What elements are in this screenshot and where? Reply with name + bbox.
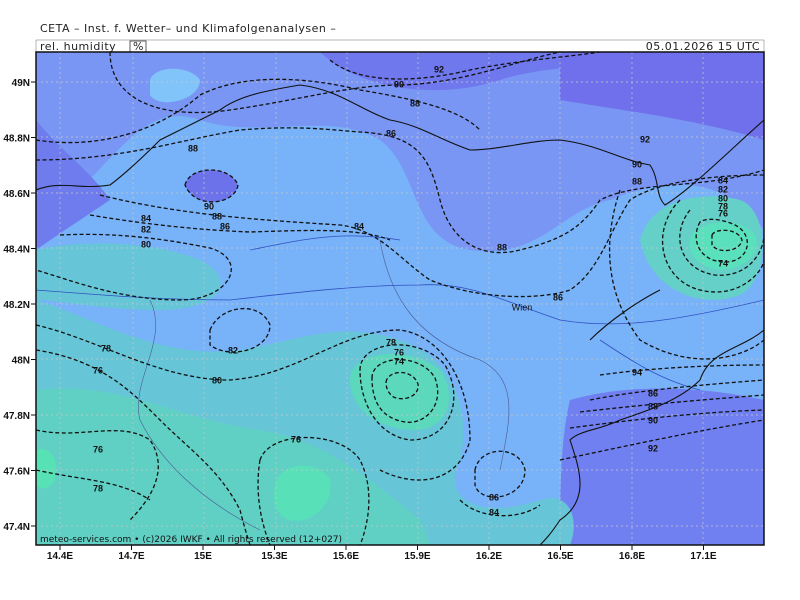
contour-label: 76: [394, 347, 404, 357]
contour-label: 88: [212, 211, 222, 221]
contour-label: 76: [93, 444, 103, 454]
contour-label: 90: [204, 201, 214, 211]
contour-label: 86: [220, 221, 230, 231]
map-frame: [35, 51, 765, 546]
place-label: Wien: [512, 302, 533, 312]
lon-label: 14.7E: [118, 551, 144, 562]
lat-label: 48.8N: [3, 134, 30, 145]
isohumes: [36, 52, 764, 545]
contour-label: 84: [141, 213, 151, 223]
contour-label: 88: [410, 98, 420, 108]
contour-label: 84: [489, 507, 499, 517]
contour-label: 82: [228, 345, 238, 355]
variable-label: rel. humidity: [40, 40, 116, 53]
borders: [36, 84, 764, 545]
contour-label: 86: [553, 292, 563, 302]
footer: meteo-services.com • (c)2026 IWKF • All …: [40, 535, 342, 545]
lon-label: 15.9E: [404, 551, 430, 562]
contour-label: 80: [141, 239, 151, 249]
contour-label: 92: [648, 443, 658, 453]
lon-label: 14.4E: [47, 551, 73, 562]
contour-label: 86: [386, 128, 396, 138]
lon-label: 15E: [194, 551, 212, 562]
unit-label: %: [133, 40, 144, 53]
contour-label: 78: [93, 483, 103, 493]
lat-axis: 49N 48.8N 48.6N 48.4N 48.2N 48N 47.8N 47.6N 47.4…: [3, 78, 36, 533]
contour-label: 76: [718, 208, 728, 218]
contour-label: 84: [718, 175, 728, 185]
lat-label: 48.4N: [3, 245, 30, 256]
contour-label: 88: [648, 401, 658, 411]
lat-label: 48.6N: [3, 189, 30, 200]
contour-label: 78: [718, 201, 728, 211]
contour-label: 78: [101, 343, 111, 353]
contour-label: 86: [489, 492, 499, 502]
contour-label: 86: [648, 388, 658, 398]
contour-label: 82: [141, 224, 151, 234]
contour-label: 78: [386, 337, 396, 347]
contour-label: 84: [354, 221, 364, 231]
contour-label: 76: [93, 365, 103, 375]
lon-label: 15.6E: [333, 551, 359, 562]
contour-label: 90: [632, 159, 642, 169]
lat-label: 48N: [12, 356, 30, 367]
lon-label: 15.3E: [261, 551, 287, 562]
lon-axis: 14.4E 14.7E 15E 15.3E 15.6E 15.9E 16.2E 16.5E 16…: [47, 545, 717, 562]
lat-label: 49N: [12, 78, 30, 89]
contour-label: 82: [718, 184, 728, 194]
contour-label: 92: [434, 64, 444, 74]
lat-label: 48.2N: [3, 300, 30, 311]
contour-label: 76: [291, 434, 301, 444]
valid-time: 05.01.2026 15 UTC: [646, 40, 760, 53]
contour-label: 74: [718, 258, 728, 268]
lon-label: 16.5E: [547, 551, 573, 562]
lat-label: 47.4N: [3, 522, 30, 533]
lon-label: 16.2E: [476, 551, 502, 562]
contour-label: 94: [632, 367, 642, 377]
contour-label: 88: [497, 242, 507, 252]
contour-label: 90: [648, 415, 658, 425]
lon-label: 17.1E: [690, 551, 716, 562]
contour-label: 80: [718, 193, 728, 203]
header-title: CETA – Inst. f. Wetter– und Klimafolgena…: [40, 22, 336, 35]
contour-label: 74: [394, 356, 404, 366]
contour-label: 80: [212, 375, 222, 385]
contour-label: 90: [394, 79, 404, 89]
graticule: [36, 52, 764, 545]
contour-label: 88: [632, 176, 642, 186]
contour-label: 92: [640, 134, 650, 144]
lat-label: 47.6N: [3, 467, 30, 478]
lon-label: 16.8E: [619, 551, 645, 562]
lat-label: 47.8N: [3, 411, 30, 422]
contour-label: 88: [188, 143, 198, 153]
